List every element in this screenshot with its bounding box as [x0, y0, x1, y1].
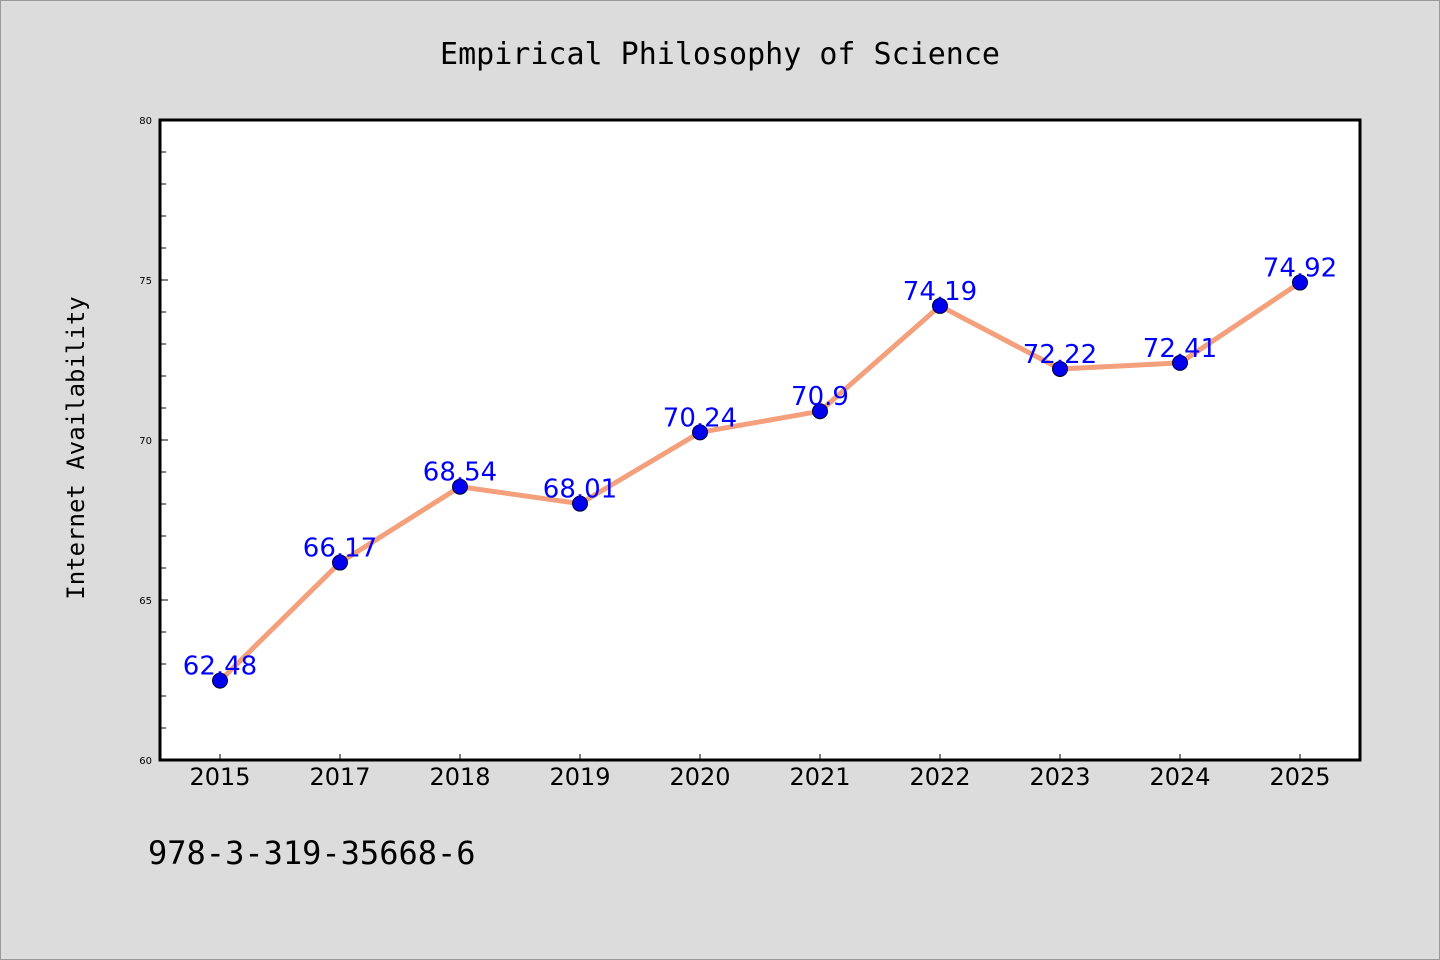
- plot-area: [158, 118, 1362, 762]
- x-tick-label: 2025: [1269, 763, 1330, 791]
- data-point: [1292, 274, 1308, 291]
- x-tick-label: 2019: [549, 763, 610, 791]
- data-label: 66.17: [303, 534, 377, 564]
- x-axis-ticks: 2015 2017 2018 2019 2020 2021 2022 2023 2024 2025: [189, 754, 1331, 791]
- x-tick-label: 2022: [909, 763, 970, 791]
- data-label: 70.24: [663, 403, 737, 433]
- x-tick-label: 2023: [1029, 763, 1090, 791]
- x-tick-label: 2021: [789, 763, 850, 791]
- data-point: [812, 403, 828, 420]
- y-tick-label: 70: [139, 436, 152, 447]
- data-label: 68.01: [543, 475, 617, 505]
- y-tick-label: 60: [139, 756, 152, 767]
- data-point: [332, 554, 348, 571]
- data-point: [692, 424, 708, 441]
- data-point: [932, 297, 948, 314]
- series-line: [218, 280, 1302, 683]
- isbn-footer: 978-3-319-35668-6: [148, 834, 476, 872]
- y-axis-ticks: 60 65 70 75 80: [139, 116, 168, 767]
- y-axis-label: Internet Availability: [62, 296, 90, 599]
- data-label: 72.41: [1143, 334, 1217, 364]
- x-tick-label: 2018: [429, 763, 490, 791]
- data-label: 62.48: [183, 652, 257, 682]
- series-layer: 62.48 66.17 68.54 68.01 70.24 70.9 74.19 72.22 7…: [183, 254, 1337, 689]
- x-tick-label: 2020: [669, 763, 730, 791]
- data-point: [212, 672, 228, 689]
- data-label: 74.92: [1263, 254, 1337, 284]
- x-tick-label: 2024: [1149, 763, 1210, 791]
- y-tick-label: 80: [139, 116, 152, 127]
- data-point: [572, 495, 588, 512]
- data-point: [1172, 354, 1188, 371]
- y-tick-label: 65: [139, 596, 152, 607]
- data-label: 68.54: [423, 458, 497, 488]
- y-tick-label: 75: [139, 276, 152, 287]
- data-point: [1052, 360, 1068, 377]
- x-tick-label: 2017: [309, 763, 370, 791]
- chart-title: Empirical Philosophy of Science: [440, 37, 1000, 72]
- data-label: 74.19: [903, 277, 977, 307]
- data-point: [452, 478, 468, 495]
- data-label: 72.22: [1023, 340, 1097, 370]
- x-tick-label: 2015: [189, 763, 250, 791]
- data-label: 70.9: [791, 382, 849, 412]
